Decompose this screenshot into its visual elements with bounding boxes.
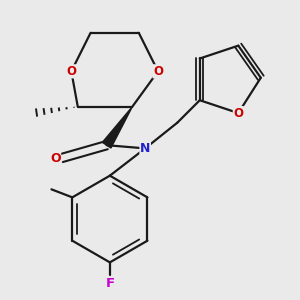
Text: O: O xyxy=(233,106,243,120)
Text: F: F xyxy=(105,277,114,290)
Text: O: O xyxy=(50,152,61,164)
Text: N: N xyxy=(140,142,150,155)
Polygon shape xyxy=(102,107,132,148)
Text: O: O xyxy=(153,65,163,78)
Text: O: O xyxy=(66,65,76,78)
